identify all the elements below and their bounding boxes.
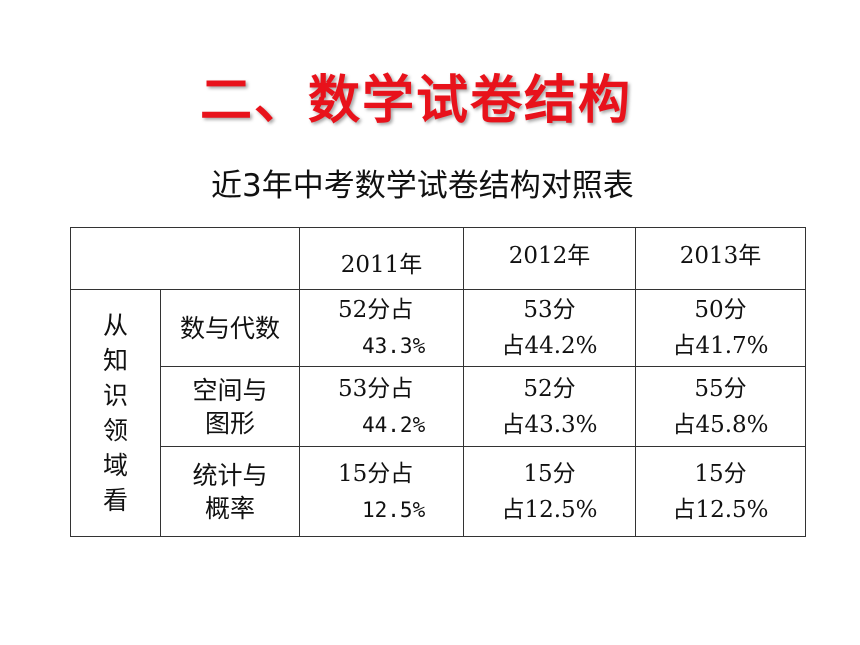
value-cell: 52分 占43.3% bbox=[463, 366, 636, 447]
value-line1: 50分 bbox=[694, 297, 747, 323]
value-line2: 12.5% bbox=[362, 497, 426, 522]
value-cell: 53分 占44.2% bbox=[463, 289, 636, 367]
value-line1: 52分 bbox=[523, 375, 576, 402]
header-row: 2011年 2012年 2013年 bbox=[70, 227, 806, 290]
side-label-char: 领 bbox=[102, 416, 128, 445]
value-line2: 占41.7% bbox=[672, 333, 769, 359]
year-header-2013: 2013年 bbox=[635, 227, 806, 290]
value-line1: 55分 bbox=[694, 375, 747, 402]
category-label: 数与代数 bbox=[179, 313, 280, 343]
year-header-2012: 2012年 bbox=[463, 227, 636, 290]
category-cell: 统计与 概率 bbox=[160, 446, 300, 537]
category-cell: 数与代数 bbox=[160, 289, 300, 367]
value-line1: 53分占 bbox=[338, 375, 414, 402]
category-label: 概率 bbox=[204, 493, 255, 523]
value-line1: 15分占 bbox=[338, 460, 414, 487]
value-cell: 50分 占41.7% bbox=[635, 289, 806, 367]
value-line2: 占12.5% bbox=[672, 496, 769, 523]
side-label-char: 识 bbox=[102, 381, 128, 410]
value-cell: 15分 占12.5% bbox=[463, 446, 636, 537]
table-row: 统计与 概率 15分占 12.5% 15分 占12.5% 15分 占12.5% bbox=[71, 446, 806, 537]
year-header-2011: 2011年 bbox=[299, 227, 464, 290]
value-line1: 15分 bbox=[694, 460, 747, 487]
side-label-cell: 从 知 识 领 域 看 bbox=[70, 289, 161, 537]
value-cell: 15分 占12.5% bbox=[635, 446, 806, 537]
table-caption: 近3年中考数学试卷结构对照表 bbox=[211, 168, 634, 204]
category-label: 统计与 bbox=[192, 460, 268, 490]
side-label-char: 从 bbox=[102, 311, 128, 340]
value-line2: 占12.5% bbox=[501, 496, 598, 523]
side-label-char: 域 bbox=[102, 451, 128, 480]
value-cell: 52分占 43.3% bbox=[299, 289, 464, 367]
value-line1: 53分 bbox=[523, 297, 576, 323]
side-label-char: 看 bbox=[102, 486, 128, 515]
table-row: 从 知 识 领 域 看 数与代数 52分占 43.3% 53分 占44.2% 5… bbox=[70, 289, 806, 537]
value-line2: 占44.2% bbox=[501, 333, 598, 359]
value-line1: 52分占 bbox=[338, 297, 414, 323]
category-label: 图形 bbox=[204, 408, 255, 438]
value-cell: 53分占 44.2% bbox=[299, 366, 464, 447]
category-cell: 空间与 图形 bbox=[160, 366, 300, 447]
structure-table: 2011年 2012年 2013年 从 知 识 领 域 看 数与代数 52分占 … bbox=[70, 227, 806, 537]
header-corner-cell bbox=[70, 227, 300, 290]
value-line2: 占43.3% bbox=[501, 411, 598, 438]
value-cell: 55分 占45.8% bbox=[635, 366, 806, 447]
value-line2: 43.3% bbox=[362, 334, 426, 358]
category-label: 空间与 bbox=[192, 375, 268, 405]
page-title: 二、数学试卷结构 bbox=[200, 71, 633, 131]
value-line2: 占45.8% bbox=[672, 411, 769, 438]
value-line1: 15分 bbox=[523, 460, 576, 487]
value-cell: 15分占 12.5% bbox=[299, 446, 464, 537]
table-row: 空间与 图形 53分占 44.2% 52分 占43.3% 55分 占45.8% bbox=[71, 366, 806, 447]
value-line2: 44.2% bbox=[362, 412, 426, 437]
side-label-char: 知 bbox=[102, 346, 128, 375]
